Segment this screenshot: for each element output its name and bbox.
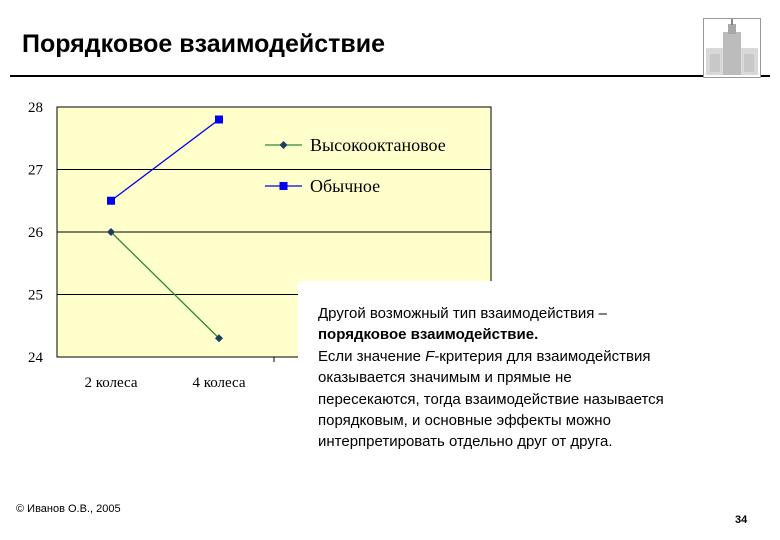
- text-line-6: порядковым, и основные эффекты можно: [318, 412, 611, 430]
- series-line: [110, 231, 220, 339]
- y-tick-label: 25: [28, 288, 43, 304]
- data-point: [107, 196, 115, 205]
- title-divider: [10, 75, 770, 77]
- text-line-3-suffix: -критерия для взаимодействия: [434, 347, 651, 365]
- university-building-icon: [703, 18, 761, 78]
- data-point: [215, 115, 223, 124]
- text-line-3-f: F: [425, 347, 435, 365]
- y-tick-label: 24: [28, 350, 44, 366]
- text-line-2-period: .: [534, 326, 539, 344]
- explanation-text: Другой возможный тип взаимодействия – по…: [318, 303, 746, 453]
- x-axis-ticks: 2 колеса 4 колеса: [84, 375, 245, 391]
- x-tick-label: 4 колеса: [192, 375, 245, 391]
- text-line-7: интерпретировать отдельно друг от друга.: [318, 433, 613, 451]
- page-number: 34: [735, 514, 748, 526]
- copyright-footer: © Иванов О.В., 2005: [16, 503, 121, 515]
- legend: Высокооктановое Обычное: [265, 135, 446, 196]
- y-tick-label: 28: [28, 100, 43, 116]
- text-line-5: пересекаются, тогда взаимодействие назыв…: [318, 390, 664, 408]
- legend-marker: [279, 141, 288, 149]
- text-line-1: Другой возможный тип взаимодействия –: [318, 305, 607, 322]
- legend-label: Обычное: [310, 176, 380, 196]
- text-line-3-prefix: Если значение: [318, 347, 426, 365]
- series-group: [107, 115, 223, 343]
- y-axis-ticks: 24 25 26 27 28: [28, 100, 44, 366]
- explanation-textbox: Другой возможный тип взаимодействия – по…: [298, 281, 750, 462]
- legend-label: Высокооктановое: [310, 135, 446, 155]
- x-tick-label: 2 колеса: [84, 375, 137, 391]
- data-point: [215, 334, 223, 343]
- data-point: [107, 228, 115, 236]
- slide-title: Порядковое взаимодействие: [22, 30, 386, 58]
- y-tick-label: 26: [28, 225, 44, 241]
- text-line-4: оказывается значимым и прямые не: [318, 369, 572, 387]
- text-line-2-term: порядковое взаимодействие: [318, 326, 535, 344]
- legend-marker: [279, 182, 288, 190]
- series-line: [110, 118, 220, 202]
- y-tick-label: 27: [28, 163, 44, 179]
